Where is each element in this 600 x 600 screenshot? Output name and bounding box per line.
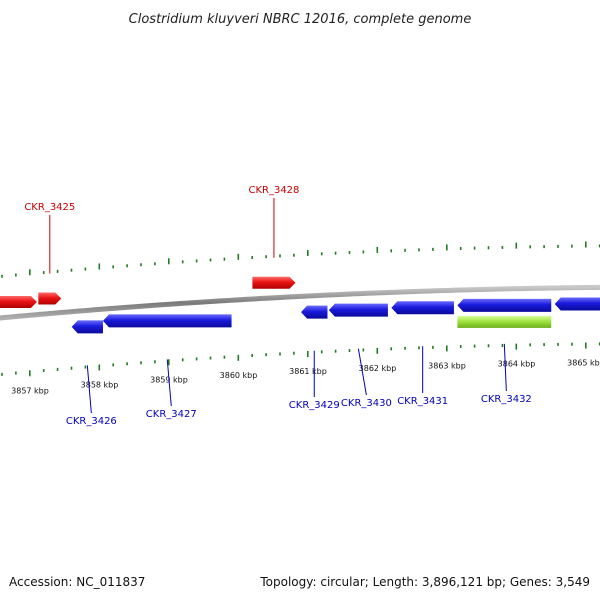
reverse-gene-arrow[interactable] xyxy=(301,305,328,319)
scale-label: 3861 kbp xyxy=(289,367,327,376)
gene-label-reverse[interactable]: CKR_3427 xyxy=(146,409,197,420)
page-title: Clostridium kluyveri NBRC 12016, complet… xyxy=(129,12,472,27)
forward-gene-arrow[interactable] xyxy=(38,292,62,305)
scale-label: 3862 kbp xyxy=(359,364,397,373)
reverse-gene-arrow[interactable] xyxy=(391,301,454,315)
forward-gene-arrow[interactable] xyxy=(252,276,296,289)
reverse-gene-arrow[interactable] xyxy=(71,320,103,334)
highlight-gene-bar[interactable] xyxy=(457,315,552,328)
forward-genes xyxy=(0,276,296,308)
reverse-gene-arrow[interactable] xyxy=(457,298,552,312)
reverse-scale-ticks xyxy=(1,342,600,377)
gene-label-forward[interactable]: CKR_3428 xyxy=(248,185,299,196)
reverse-gene-arrow[interactable] xyxy=(328,303,388,317)
label-leader-line xyxy=(503,343,507,392)
forward-scale-ticks xyxy=(1,241,600,278)
reverse-gene-arrow[interactable] xyxy=(554,297,600,311)
highlight-genes xyxy=(457,315,552,328)
scale-label: 3857 kbp xyxy=(11,386,49,395)
scale-label: 3858 kbp xyxy=(81,380,119,389)
gene-label-forward[interactable]: CKR_3425 xyxy=(24,202,75,213)
topology-text: Topology: circular; Length: 3,896,121 bp… xyxy=(259,575,590,589)
scale-label: 3865 kbp xyxy=(567,359,600,368)
gene-label-reverse[interactable]: CKR_3429 xyxy=(289,400,340,411)
gene-label-reverse[interactable]: CKR_3431 xyxy=(397,396,448,407)
accession-text: Accession: NC_011837 xyxy=(9,575,145,589)
gene-label-reverse[interactable]: CKR_3432 xyxy=(481,394,532,405)
label-leader-line xyxy=(166,359,172,407)
label-leader-line xyxy=(86,365,92,414)
label-leader-line xyxy=(357,348,367,396)
forward-gene-arrow[interactable] xyxy=(0,295,37,308)
genome-backbone xyxy=(0,284,600,321)
scale-label: 3864 kbp xyxy=(498,360,536,369)
gene-labels: CKR_3425 CKR_3428 CKR_3426 CKR_3427 CKR_3429… xyxy=(24,185,531,427)
gene-label-reverse[interactable]: CKR_3426 xyxy=(66,416,117,427)
gene-label-reverse[interactable]: CKR_3430 xyxy=(341,398,392,409)
scale-label: 3863 kbp xyxy=(428,361,466,370)
reverse-genes xyxy=(71,297,600,334)
reverse-gene-arrow[interactable] xyxy=(102,314,232,328)
scale-label: 3860 kbp xyxy=(220,371,258,380)
